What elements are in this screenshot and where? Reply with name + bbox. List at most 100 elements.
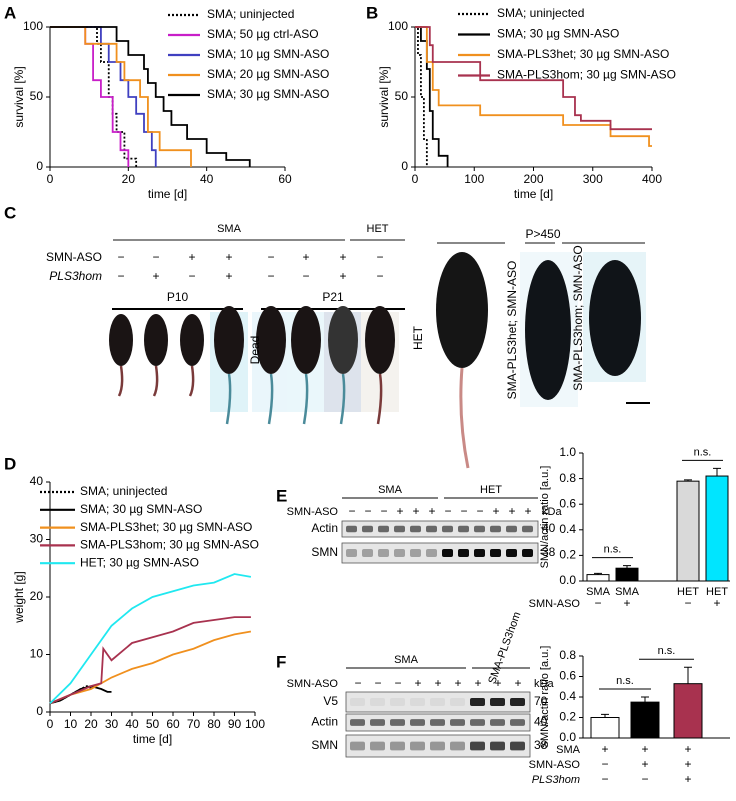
error-bar	[684, 479, 692, 482]
lane-sign: −	[380, 504, 387, 518]
legend-label: SMA-PLS3hom; 30 µg SMN-ASO	[80, 538, 259, 552]
mouse-label: SMA-PLS3hom; SMN-ASO	[571, 245, 585, 390]
error-bar	[601, 713, 609, 718]
row-sign: −	[188, 269, 195, 283]
category-label: SMA	[615, 586, 640, 598]
y-tick-label: 0.4	[559, 689, 576, 703]
blot-band	[450, 698, 465, 706]
error-bar	[594, 572, 602, 575]
x-axis-label: time [d]	[514, 187, 553, 201]
lane-sign: −	[354, 676, 361, 690]
blot-band	[510, 719, 525, 726]
blot-band	[390, 741, 405, 751]
blot-band	[506, 525, 517, 533]
x-tick-label: 0	[47, 172, 54, 186]
mouse-photo	[525, 260, 571, 400]
bar	[705, 475, 729, 582]
blot-band	[522, 525, 533, 533]
group-label: HET	[367, 223, 389, 235]
row-sign: −	[376, 250, 383, 264]
x-tick-label: 50	[146, 717, 160, 731]
error-bar	[641, 696, 649, 703]
row-sign: +	[601, 742, 608, 756]
blot-band	[390, 698, 405, 706]
row-sign: −	[117, 250, 124, 264]
mouse-photo	[328, 306, 358, 374]
x-axis-label: time [d]	[133, 732, 172, 746]
band-label: V5	[323, 694, 338, 708]
blot-band	[378, 525, 389, 533]
x-tick-label: 60	[278, 172, 292, 186]
y-tick-label: 100	[388, 19, 408, 33]
age-label: P10	[167, 290, 189, 304]
lane-sign: −	[364, 504, 371, 518]
blot-band	[394, 525, 405, 533]
lane-sign: +	[508, 504, 515, 518]
row-sign: +	[684, 742, 691, 756]
bar	[630, 701, 660, 739]
mouse-tail	[376, 373, 383, 425]
mouse-photo	[291, 306, 321, 374]
treatment-label: SMN-ASO	[287, 506, 339, 518]
legend-label: SMA; 30 µg SMN-ASO	[207, 87, 329, 101]
band-label: SMN	[311, 545, 338, 559]
lane-sign: +	[396, 504, 403, 518]
mouse-tail	[339, 373, 346, 425]
x-tick-label: 90	[228, 717, 242, 731]
legend-label: SMA; 10 µg SMN-ASO	[207, 47, 329, 61]
significance-label: n.s.	[694, 446, 712, 458]
bar	[676, 480, 700, 582]
blot-band	[490, 525, 501, 533]
error-bar	[623, 565, 631, 569]
age-label: P>450	[525, 227, 560, 241]
mouse-photo	[589, 260, 641, 376]
lane-sign: −	[444, 504, 451, 518]
x-tick-label: 70	[187, 717, 201, 731]
y-tick-label: 0	[401, 159, 408, 173]
y-axis-label: SMN/actin ratio [a.u.]	[539, 646, 551, 749]
row-sign: +	[623, 596, 630, 610]
blot-band	[430, 719, 445, 726]
lane-sign: +	[414, 676, 421, 690]
mouse-photo	[365, 306, 395, 374]
error-bar	[684, 666, 692, 684]
legend-label: SMA-PLS3het; 30 µg SMN-ASO	[80, 520, 252, 534]
blot-band	[458, 525, 469, 533]
unit-label: kDa	[534, 678, 554, 690]
y-tick-label: 1.0	[559, 445, 576, 459]
series-line	[50, 26, 192, 167]
y-tick-label: 0	[36, 159, 43, 173]
lane-sign: +	[434, 676, 441, 690]
significance-label: n.s.	[658, 645, 676, 657]
mouse-photo	[214, 306, 244, 374]
significance-label: n.s.	[604, 544, 622, 556]
row-sign: −	[152, 250, 159, 264]
blot-band	[350, 698, 365, 706]
group-label: SMA	[378, 484, 403, 496]
blot-band	[430, 698, 445, 706]
series-line	[50, 26, 251, 167]
blot-band	[458, 549, 469, 557]
mouse-tail	[267, 373, 274, 425]
lane-sign: +	[492, 504, 499, 518]
row-sign: −	[267, 250, 274, 264]
x-tick-label: 20	[122, 172, 136, 186]
row-sign: +	[152, 269, 159, 283]
row-label: SMA	[556, 744, 581, 756]
mouse-photo	[144, 314, 168, 366]
category-label: SMA	[586, 586, 611, 598]
group-label: SMA-PLS3hom	[486, 610, 523, 685]
series-line	[415, 26, 652, 147]
bar	[586, 574, 610, 582]
mouse-photo	[109, 314, 133, 366]
blot-band	[370, 741, 385, 751]
y-tick-label: 0.4	[559, 522, 576, 536]
blot-band	[346, 549, 357, 557]
blot-band	[442, 549, 453, 557]
blot-band	[410, 549, 421, 557]
lane-sign: +	[524, 504, 531, 518]
y-tick-label: 0.6	[559, 496, 576, 510]
bar	[673, 683, 703, 739]
blot-band	[450, 719, 465, 726]
